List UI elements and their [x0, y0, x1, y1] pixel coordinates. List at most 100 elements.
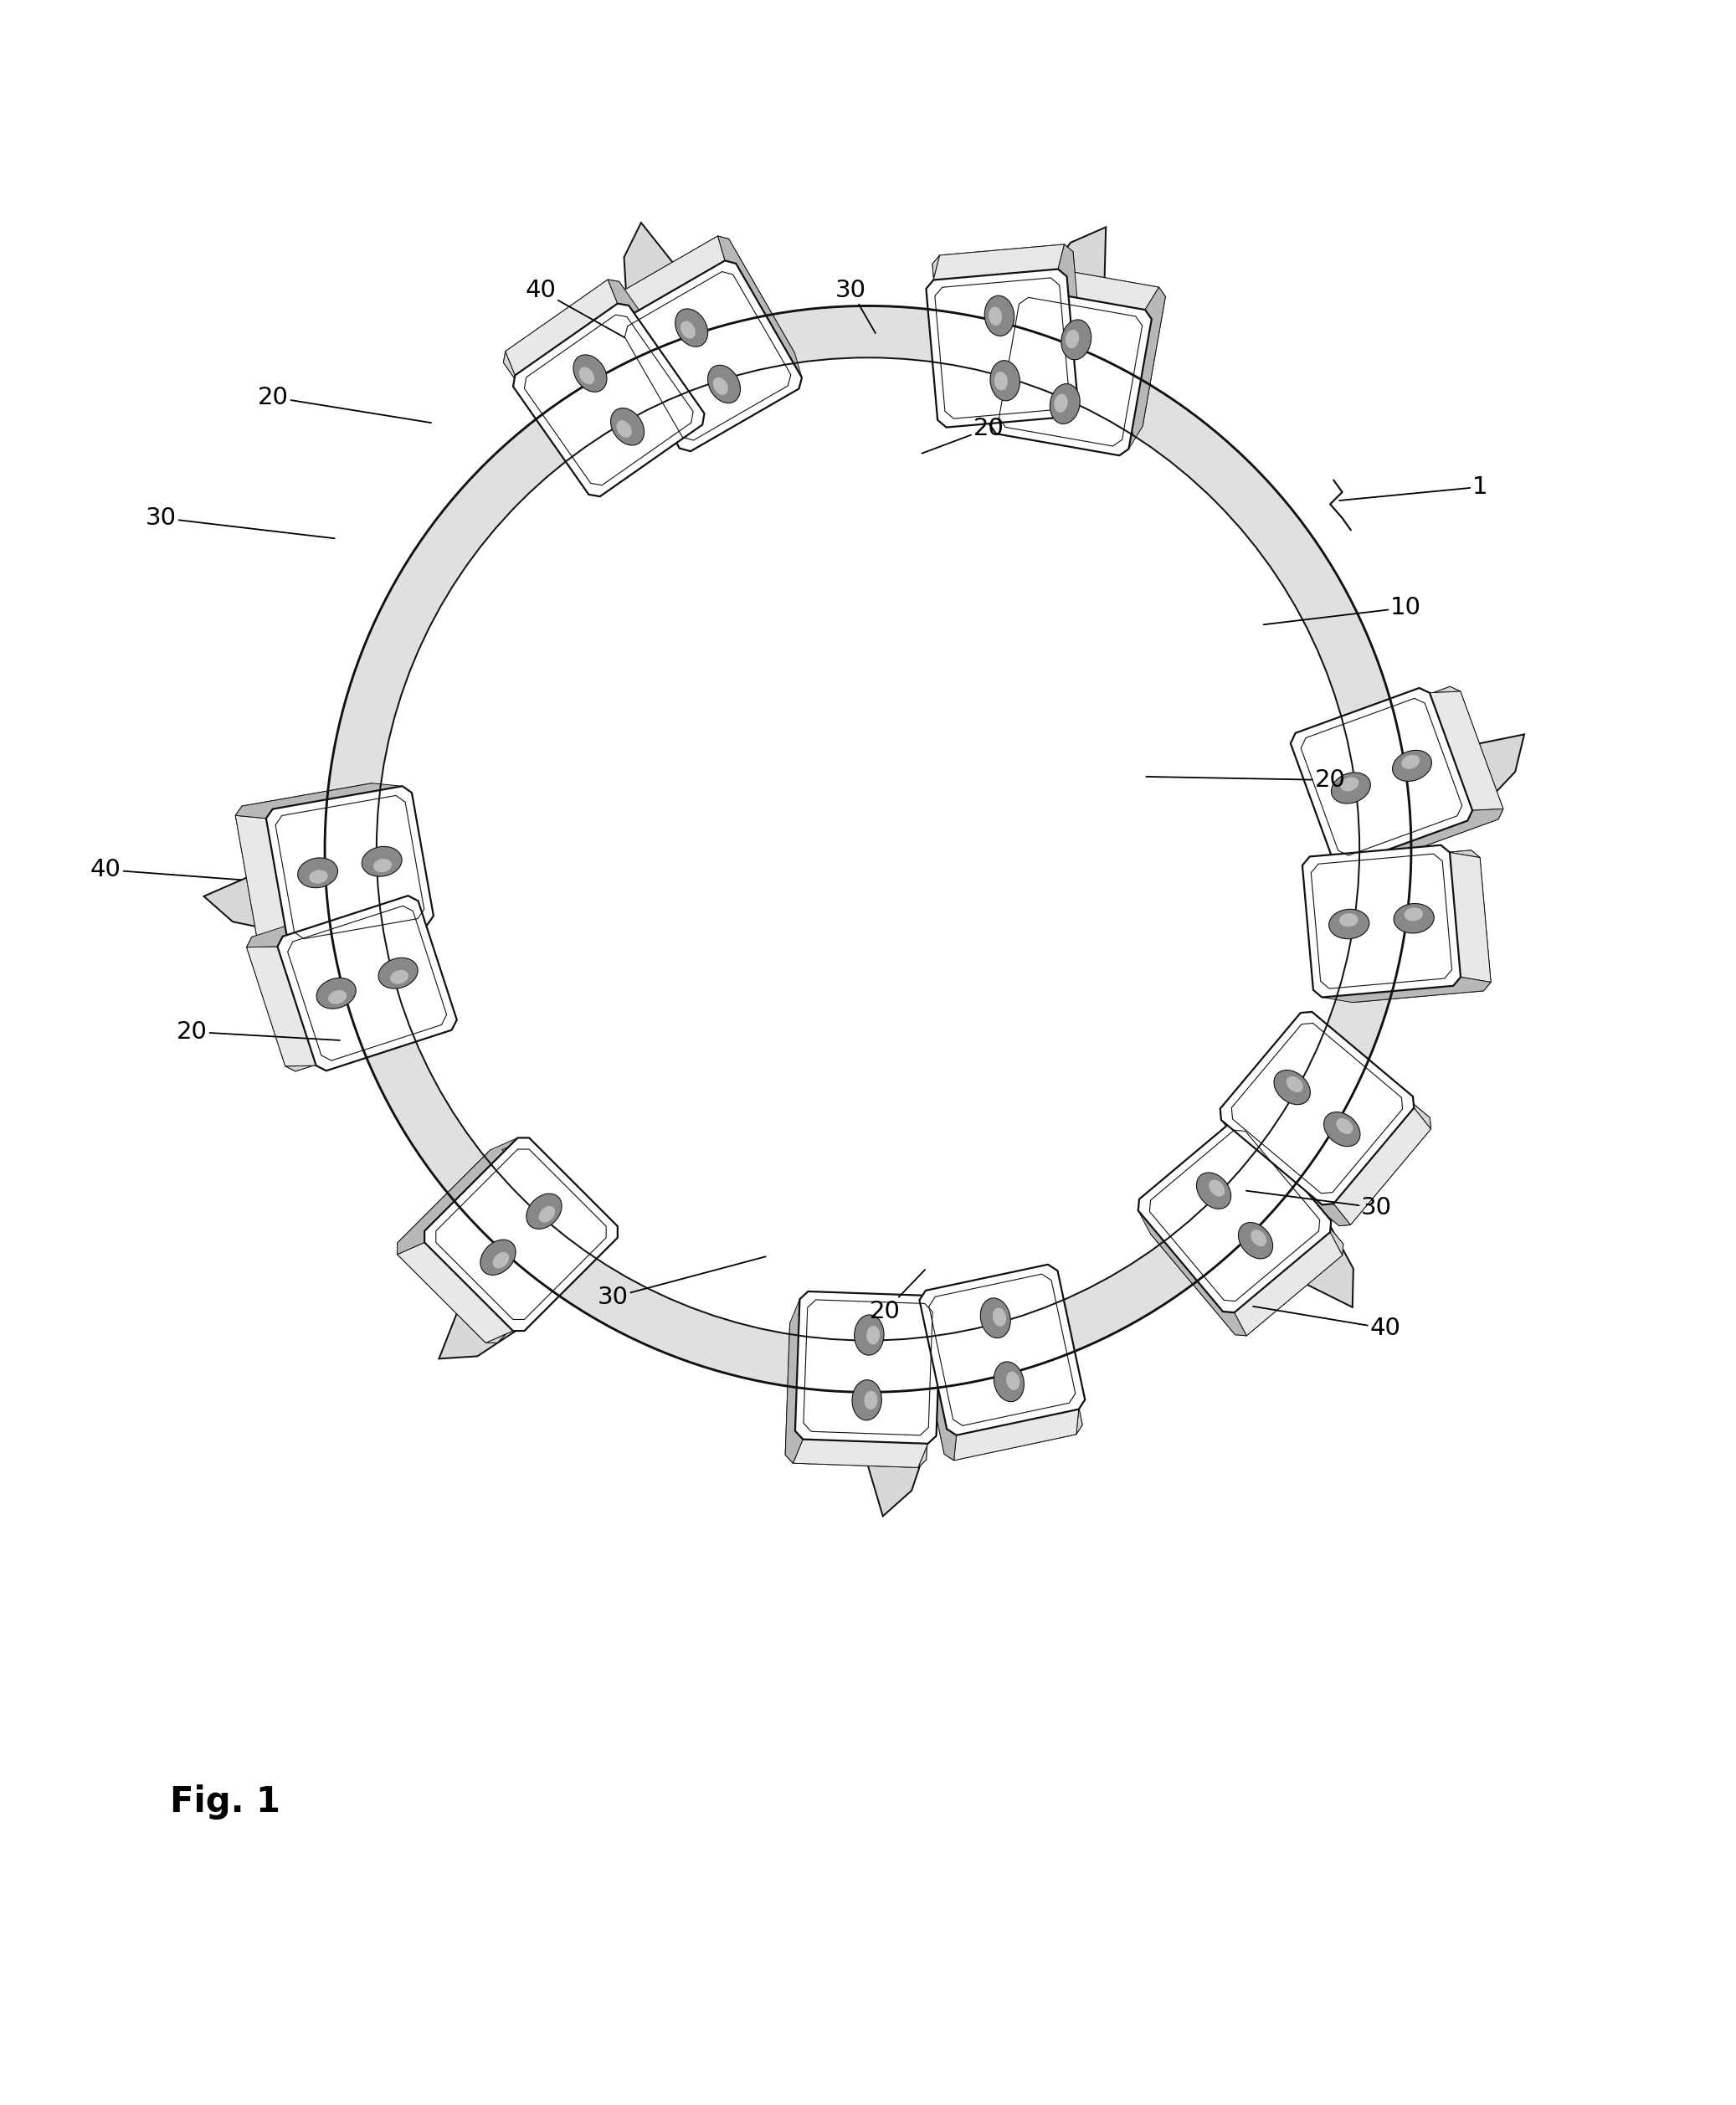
Polygon shape	[1418, 735, 1524, 806]
Polygon shape	[1264, 1078, 1364, 1170]
Ellipse shape	[1208, 1179, 1226, 1196]
Polygon shape	[793, 1440, 929, 1467]
Ellipse shape	[1401, 756, 1420, 768]
Ellipse shape	[1330, 909, 1370, 939]
Ellipse shape	[988, 307, 1002, 326]
Polygon shape	[203, 853, 316, 930]
Polygon shape	[486, 1238, 618, 1343]
Polygon shape	[946, 392, 1078, 427]
Text: 20: 20	[922, 417, 1003, 453]
Polygon shape	[503, 280, 694, 472]
Ellipse shape	[378, 958, 418, 989]
Polygon shape	[920, 1265, 1085, 1436]
Polygon shape	[1139, 1210, 1246, 1337]
Polygon shape	[1323, 977, 1491, 1002]
Ellipse shape	[1196, 1172, 1231, 1208]
Polygon shape	[514, 303, 705, 497]
Ellipse shape	[1250, 1229, 1267, 1246]
Polygon shape	[1333, 1107, 1430, 1225]
Text: Fig. 1: Fig. 1	[170, 1785, 279, 1821]
Polygon shape	[608, 280, 705, 413]
Polygon shape	[503, 352, 589, 495]
Ellipse shape	[993, 1307, 1007, 1326]
Polygon shape	[505, 280, 618, 375]
Polygon shape	[1220, 1013, 1318, 1130]
Polygon shape	[247, 897, 425, 1071]
Ellipse shape	[984, 295, 1014, 337]
Text: 1: 1	[1340, 476, 1488, 501]
Polygon shape	[278, 897, 457, 1071]
Polygon shape	[382, 789, 434, 916]
Ellipse shape	[865, 1391, 878, 1410]
Ellipse shape	[538, 1206, 556, 1223]
Ellipse shape	[708, 364, 740, 402]
Ellipse shape	[1238, 1223, 1272, 1259]
Ellipse shape	[328, 989, 347, 1004]
Polygon shape	[609, 236, 726, 324]
Polygon shape	[1246, 1120, 1344, 1255]
Polygon shape	[943, 1311, 1009, 1421]
Polygon shape	[1055, 1271, 1085, 1434]
Polygon shape	[236, 815, 288, 941]
Ellipse shape	[1337, 1118, 1352, 1135]
Ellipse shape	[1338, 914, 1358, 926]
Ellipse shape	[1050, 383, 1080, 423]
Ellipse shape	[866, 1326, 880, 1345]
Ellipse shape	[681, 320, 696, 339]
Polygon shape	[236, 783, 403, 945]
Polygon shape	[236, 783, 403, 819]
Polygon shape	[1057, 244, 1085, 408]
Polygon shape	[1255, 1219, 1354, 1307]
Ellipse shape	[995, 1362, 1024, 1402]
Polygon shape	[606, 236, 795, 427]
Text: 30: 30	[1246, 1191, 1392, 1219]
Polygon shape	[398, 1139, 517, 1255]
Polygon shape	[1042, 227, 1106, 335]
Polygon shape	[606, 299, 679, 448]
Ellipse shape	[580, 366, 594, 385]
Text: 10: 10	[1264, 596, 1422, 625]
Ellipse shape	[1332, 773, 1370, 804]
Ellipse shape	[852, 1381, 882, 1421]
Polygon shape	[917, 1301, 957, 1461]
Polygon shape	[785, 1316, 930, 1467]
Polygon shape	[977, 282, 1057, 394]
Polygon shape	[719, 236, 802, 377]
Ellipse shape	[373, 859, 392, 871]
Ellipse shape	[297, 859, 339, 888]
Ellipse shape	[981, 1299, 1010, 1339]
Text: 30: 30	[597, 1257, 766, 1309]
Polygon shape	[266, 785, 434, 947]
Polygon shape	[1309, 844, 1481, 861]
Polygon shape	[247, 897, 408, 947]
Polygon shape	[325, 305, 1411, 1391]
Polygon shape	[1003, 265, 1165, 434]
Polygon shape	[297, 926, 406, 989]
Polygon shape	[1302, 865, 1344, 996]
Polygon shape	[996, 410, 1134, 455]
Polygon shape	[247, 947, 316, 1065]
Ellipse shape	[990, 360, 1019, 400]
Ellipse shape	[1392, 749, 1432, 781]
Polygon shape	[1139, 1118, 1332, 1314]
Text: 20: 20	[870, 1269, 925, 1322]
Ellipse shape	[309, 869, 328, 884]
Polygon shape	[934, 244, 1064, 280]
Ellipse shape	[526, 1194, 562, 1229]
Ellipse shape	[995, 373, 1009, 389]
Polygon shape	[1023, 265, 1160, 309]
Polygon shape	[1302, 844, 1460, 998]
Polygon shape	[1151, 1143, 1344, 1337]
Polygon shape	[590, 400, 703, 497]
Ellipse shape	[616, 421, 632, 438]
Polygon shape	[1450, 853, 1491, 983]
Polygon shape	[925, 255, 944, 421]
Polygon shape	[1128, 286, 1165, 448]
Ellipse shape	[1274, 1069, 1311, 1105]
Polygon shape	[795, 1290, 941, 1444]
Polygon shape	[917, 1290, 1083, 1461]
Polygon shape	[1139, 1118, 1246, 1223]
Ellipse shape	[1286, 1076, 1304, 1092]
Ellipse shape	[391, 970, 408, 983]
Text: 40: 40	[1253, 1307, 1401, 1341]
